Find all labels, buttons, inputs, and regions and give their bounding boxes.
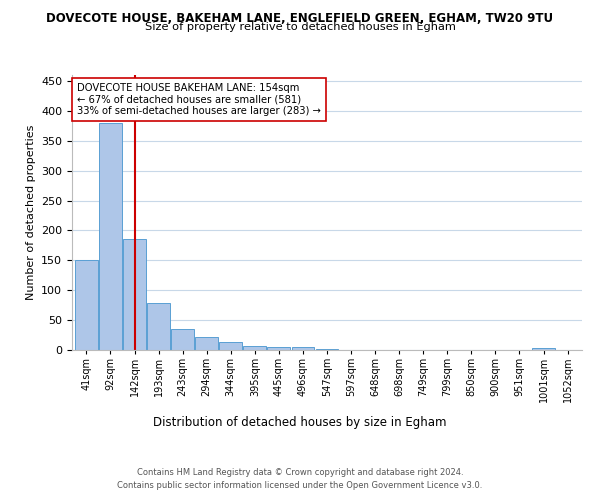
Text: Size of property relative to detached houses in Egham: Size of property relative to detached ho…	[145, 22, 455, 32]
Text: DOVECOTE HOUSE, BAKEHAM LANE, ENGLEFIELD GREEN, EGHAM, TW20 9TU: DOVECOTE HOUSE, BAKEHAM LANE, ENGLEFIELD…	[46, 12, 554, 26]
Bar	[220, 342, 242, 350]
Text: Distribution of detached houses by size in Egham: Distribution of detached houses by size …	[153, 416, 447, 429]
Bar	[147, 304, 170, 350]
Bar	[171, 329, 194, 350]
Text: Contains public sector information licensed under the Open Government Licence v3: Contains public sector information licen…	[118, 482, 482, 490]
Text: DOVECOTE HOUSE BAKEHAM LANE: 154sqm
← 67% of detached houses are smaller (581)
3: DOVECOTE HOUSE BAKEHAM LANE: 154sqm ← 67…	[77, 83, 321, 116]
Bar	[292, 347, 314, 350]
Bar	[244, 346, 266, 350]
Bar	[195, 337, 218, 350]
Bar	[532, 348, 555, 350]
Bar	[123, 240, 146, 350]
Bar	[99, 123, 122, 350]
Text: Contains HM Land Registry data © Crown copyright and database right 2024.: Contains HM Land Registry data © Crown c…	[137, 468, 463, 477]
Bar	[268, 347, 290, 350]
Y-axis label: Number of detached properties: Number of detached properties	[26, 125, 35, 300]
Bar	[75, 260, 98, 350]
